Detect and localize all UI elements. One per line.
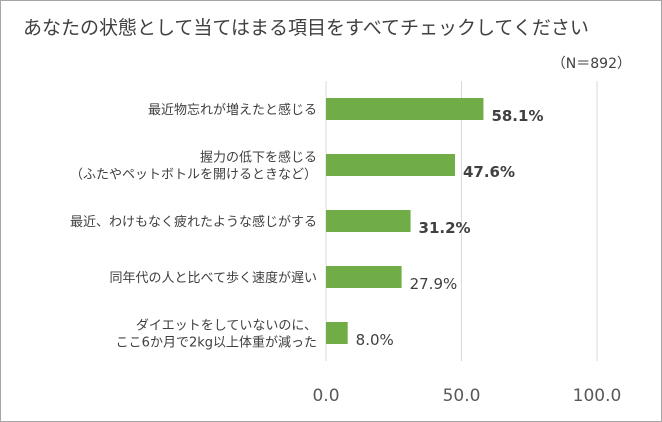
bar-1 [326, 154, 455, 176]
category-label: 最近物忘れが増えたと感じる [148, 102, 317, 118]
sample-size-note: （N＝892） [551, 56, 631, 72]
value-label: 8.0% [356, 331, 394, 349]
value-label: 58.1% [491, 107, 543, 125]
bar-4 [326, 322, 348, 344]
category-label: ここ6か月で2kg以上体重が減った [116, 335, 317, 351]
bar-3 [326, 266, 402, 288]
value-label: 47.6% [463, 163, 515, 181]
category-label: （ふたやペットボトルを開けるときなど） [70, 168, 317, 183]
category-label: 握力の低下を感じる [200, 150, 317, 166]
bar-2 [326, 210, 411, 232]
x-tick-label: 50.0 [443, 386, 481, 406]
x-tick-label: 0.0 [312, 386, 339, 406]
chart-title: あなたの状態として当てはまる項目をすべてチェックしてください [23, 17, 589, 39]
value-label: 27.9% [410, 275, 458, 293]
bar-0 [326, 98, 484, 120]
value-label: 31.2% [419, 219, 471, 237]
category-label: 同年代の人と比べて歩く速度が遅い [110, 270, 317, 286]
category-label: ダイエットをしていないのに、 [136, 319, 317, 334]
category-label: 最近、わけもなく疲れたような感じがする [70, 214, 317, 230]
x-tick-label: 100.0 [573, 386, 622, 406]
